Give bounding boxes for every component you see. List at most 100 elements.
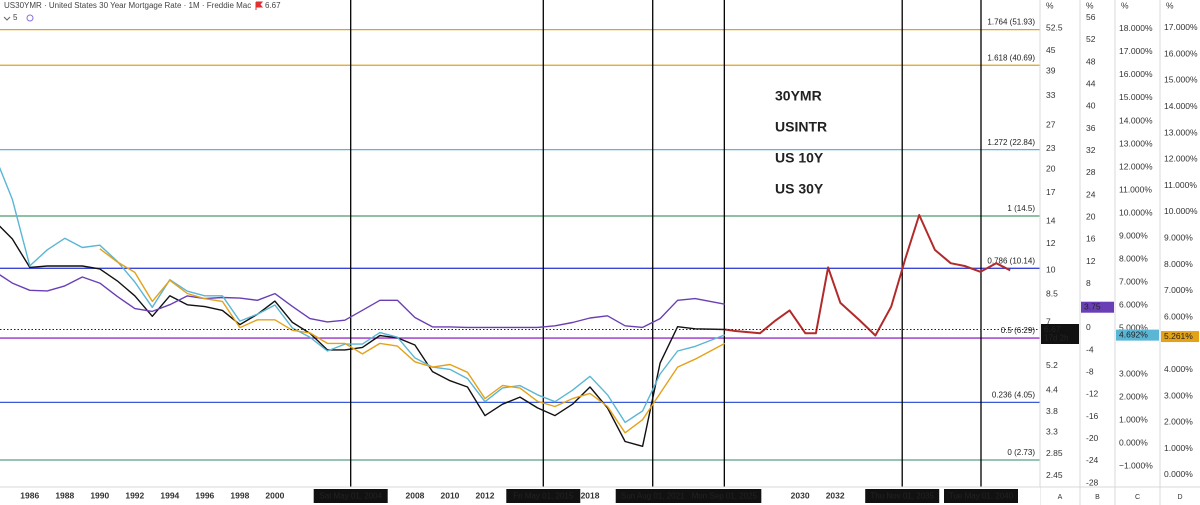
- axis-unit: %: [1166, 0, 1174, 10]
- x-tick-label: 1988: [55, 490, 74, 500]
- current-value-box: [1081, 301, 1114, 313]
- axis-unit: %: [1086, 0, 1094, 10]
- y-tick-label: 17: [1046, 187, 1056, 197]
- fib-level-label: 0 (2.73): [1007, 448, 1035, 457]
- y-tick-label: 17.000%: [1119, 46, 1153, 56]
- y-tick-label: 11.000%: [1119, 184, 1152, 194]
- x-tick-label: 2018: [581, 490, 600, 500]
- y-tick-label: 13.000%: [1164, 127, 1198, 137]
- series-line: [99, 248, 726, 434]
- series-line: [0, 166, 726, 424]
- y-tick-label: 6.000%: [1119, 299, 1148, 309]
- y-tick-label: -16: [1086, 411, 1099, 421]
- y-tick-label: 8.000%: [1119, 253, 1148, 263]
- y-tick-label: 36: [1086, 123, 1096, 133]
- y-tick-label: 9.000%: [1119, 230, 1148, 240]
- legend-entry: US 30Y: [775, 181, 824, 197]
- y-tick-label: 10.000%: [1164, 206, 1198, 216]
- date-marker-box: [506, 489, 581, 503]
- y-tick-label: 14.000%: [1119, 115, 1153, 125]
- y-tick-label: 28: [1086, 167, 1096, 177]
- date-marker-label: Mon Sep 01, 2025: [692, 492, 758, 501]
- y-tick-label: 2.85: [1046, 448, 1063, 458]
- axis-name: A: [1058, 494, 1063, 501]
- series-line: [0, 274, 725, 329]
- y-tick-label: 6.000%: [1164, 311, 1193, 321]
- flag-icon: [255, 1, 264, 10]
- y-tick-label: -28: [1086, 477, 1099, 487]
- current-value-box: [1116, 329, 1159, 341]
- legend-entry: 30YMR: [775, 88, 822, 104]
- current-value-label: 4.692%: [1119, 329, 1148, 339]
- y-tick-label: 12: [1046, 238, 1056, 248]
- x-tick-label: 2030: [791, 490, 810, 500]
- current-value-label: 3.75: [1084, 301, 1101, 311]
- y-tick-label: 9.000%: [1164, 232, 1193, 242]
- y-tick-label: 52: [1086, 34, 1096, 44]
- y-tick-label: 33: [1046, 90, 1056, 100]
- y-tick-label: 4.4: [1046, 385, 1058, 395]
- date-marker-box: [615, 489, 690, 503]
- y-tick-label: 7.000%: [1119, 276, 1148, 286]
- y-tick-label: 27: [1046, 119, 1056, 129]
- y-tick-label: 14: [1046, 215, 1056, 225]
- y-tick-label: -24: [1086, 455, 1099, 465]
- fib-level-label: 1.272 (22.84): [987, 138, 1035, 147]
- y-tick-label: 18.000%: [1119, 23, 1153, 33]
- x-tick-label: 2008: [405, 490, 424, 500]
- axis-unit: %: [1046, 0, 1054, 10]
- y-tick-label: 4.000%: [1164, 364, 1193, 374]
- date-marker-box: [313, 489, 388, 503]
- y-tick-label: 39: [1046, 66, 1056, 76]
- x-tick-label: 2032: [826, 490, 845, 500]
- y-tick-label: 24: [1086, 189, 1096, 199]
- indicator-icon: [26, 14, 34, 22]
- y-tick-label: 32: [1086, 145, 1096, 155]
- y-tick-label: 12.000%: [1164, 154, 1198, 164]
- y-tick-label: 40: [1086, 101, 1096, 111]
- y-tick-label: 10.000%: [1119, 207, 1153, 217]
- chart-title: US30YMR · United States 30 Year Mortgage…: [4, 1, 251, 10]
- y-tick-label: 1.000%: [1164, 443, 1193, 453]
- date-marker-label: Thu Nov 01, 2035: [870, 492, 934, 501]
- y-tick-label: -20: [1086, 433, 1099, 443]
- date-marker-box: [865, 489, 940, 503]
- x-tick-label: 2010: [441, 490, 460, 500]
- y-tick-label: 3.000%: [1119, 368, 1148, 378]
- y-tick-label: 3.8: [1046, 406, 1058, 416]
- y-tick-label: 10: [1046, 265, 1056, 275]
- date-marker-label: Tue May 01, 2040: [949, 492, 1014, 501]
- legend-entry: USINTR: [775, 119, 827, 135]
- current-value-box: [1161, 331, 1199, 343]
- y-tick-label: 12.000%: [1119, 161, 1153, 171]
- y-tick-label: 1.000%: [1119, 414, 1148, 424]
- y-tick-label: 44: [1086, 78, 1096, 88]
- x-tick-label: 1994: [160, 490, 179, 500]
- y-tick-label: 17.000%: [1164, 22, 1198, 32]
- y-tick-label: 23: [1046, 143, 1056, 153]
- y-tick-label: 16.000%: [1119, 69, 1153, 79]
- y-tick-label: 3.3: [1046, 427, 1058, 437]
- plot-area: 1.764 (51.93) 1.618 (40.69) 1.272 (22.84) 1…: [0, 0, 1040, 487]
- x-tick-label: 1998: [230, 490, 249, 500]
- y-tick-label: 48: [1086, 56, 1096, 66]
- y-tick-label: 12: [1086, 256, 1096, 266]
- y-tick-label: 15.000%: [1164, 75, 1198, 85]
- y-tick-label: 13.000%: [1119, 138, 1153, 148]
- current-value-label: 6.67: [1044, 324, 1061, 334]
- y-tick-label: 15.000%: [1119, 92, 1153, 102]
- y-tick-label: 45: [1046, 45, 1056, 55]
- y-tick-label: -8: [1086, 367, 1094, 377]
- y-tick-label: 2.000%: [1164, 417, 1193, 427]
- fib-level-label: 0.5 (6.29): [1001, 326, 1036, 335]
- y-tick-label: 11.000%: [1164, 180, 1197, 190]
- y-tick-label: 8: [1086, 278, 1091, 288]
- x-tick-label: 1986: [20, 490, 39, 500]
- fib-level-label: 1.618 (40.69): [987, 53, 1035, 62]
- current-value-label: 5.261%: [1164, 331, 1193, 341]
- legend-entry: US 10Y: [775, 150, 824, 166]
- y-tick-label: 5.2: [1046, 360, 1058, 370]
- y-tick-label: 7.000%: [1164, 285, 1193, 295]
